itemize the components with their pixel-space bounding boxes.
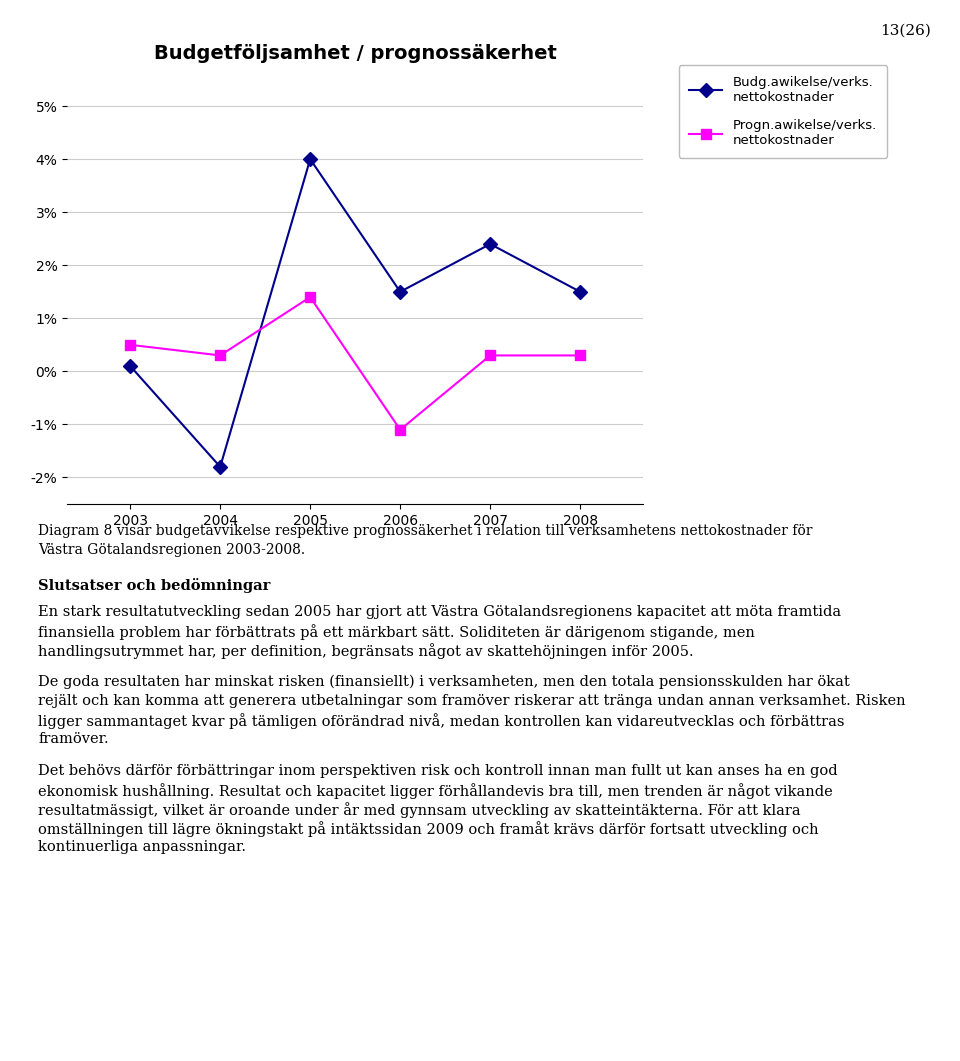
Text: Slutsatser och bedömningar: Slutsatser och bedömningar [38,578,271,593]
Text: De goda resultaten har minskat risken (finansiellt) i verksamheten, men den tota: De goda resultaten har minskat risken (f… [38,675,851,690]
Text: handlingsutrymmet har, per definition, begränsats något av skattehöjningen inför: handlingsutrymmet har, per definition, b… [38,643,694,659]
Text: Diagram 8 visar budgetavvikelse respektive prognossäkerhet i relation till verks: Diagram 8 visar budgetavvikelse respekti… [38,524,813,538]
Text: framöver.: framöver. [38,732,109,746]
Text: En stark resultatutveckling sedan 2005 har gjort att Västra Götalandsregionens k: En stark resultatutveckling sedan 2005 h… [38,605,842,619]
Text: rejält och kan komma att generera utbetalningar som framöver riskerar att tränga: rejält och kan komma att generera utbeta… [38,694,906,708]
Text: omställningen till lägre ökningstakt på intäktssidan 2009 och framåt krävs därfö: omställningen till lägre ökningstakt på … [38,821,819,837]
Legend: Budg.awikelse/verks.
nettokostnader, Progn.awikelse/verks.
nettokostnader: Budg.awikelse/verks. nettokostnader, Pro… [679,65,887,158]
Text: finansiella problem har förbättrats på ett märkbart sätt. Soliditeten är därigen: finansiella problem har förbättrats på e… [38,624,756,640]
Text: ligger sammantaget kvar på tämligen oförändrad nivå, medan kontrollen kan vidare: ligger sammantaget kvar på tämligen oför… [38,713,845,729]
Text: kontinuerliga anpassningar.: kontinuerliga anpassningar. [38,840,247,854]
Text: 13(26): 13(26) [880,23,931,37]
Text: Det behövs därför förbättringar inom perspektiven risk och kontroll innan man fu: Det behövs därför förbättringar inom per… [38,764,838,778]
Title: Budgetföljsamhet / prognossäkerhet: Budgetföljsamhet / prognossäkerhet [154,44,557,63]
Text: Västra Götalandsregionen 2003-2008.: Västra Götalandsregionen 2003-2008. [38,543,305,557]
Text: resultatmässigt, vilket är oroande under år med gynnsam utveckling av skatteintä: resultatmässigt, vilket är oroande under… [38,802,801,818]
Text: ekonomisk hushållning. Resultat och kapacitet ligger förhållandevis bra till, me: ekonomisk hushållning. Resultat och kapa… [38,783,833,799]
